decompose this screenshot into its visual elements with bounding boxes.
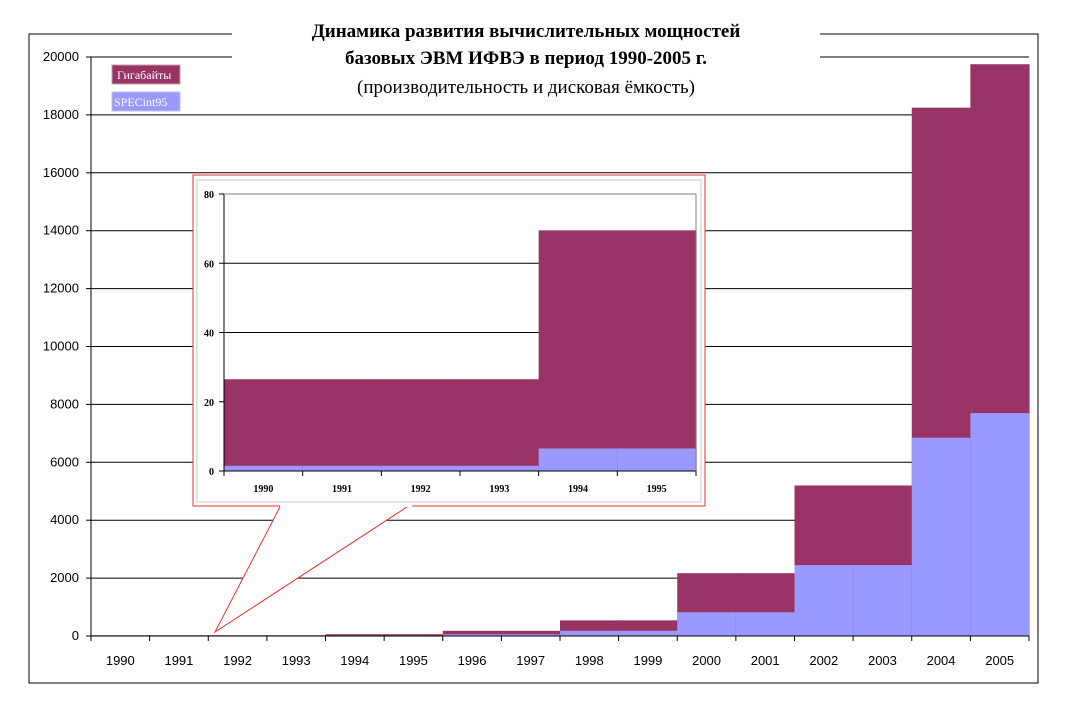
main-segment-1997-gigabytes [501,630,561,636]
main-x-tick-label-1995: 1995 [399,653,428,668]
x-axis-tick-labels: 1990 1991 1992 1993 1994 1995 1996 1997 1998 1999… [106,653,1014,668]
legend-swatch-gigabytes [111,64,181,85]
main-y-tick-label-16000: 16000 [43,165,79,180]
main-y-tick-label-0: 0 [72,628,79,643]
main-segment-1995-gigabytes [384,634,444,636]
inset-segment-1993-gigabytes [460,379,540,471]
inset-plot-area [224,230,697,471]
inset-segment-1992-gigabytes [381,379,461,471]
inset-x-tick-label-1990: 1990 [253,484,273,495]
legend: Гигабайты SPECint95 [111,64,181,112]
main-x-tick-label-1990: 1990 [106,653,135,668]
main-y-tick-label-20000: 20000 [43,49,79,64]
main-segment-1996-gigabytes [442,630,502,636]
main-segment-1998-specint95 [560,630,620,636]
inset-segment-1992-specint95 [381,465,461,471]
inset-segment-1990-gigabytes [224,379,304,471]
main-segment-1994-gigabytes [325,634,385,636]
main-segment-2004-specint95 [911,437,971,636]
main-y-tick-label-14000: 14000 [43,223,79,238]
chart-title-line-2: базовых ЭВМ ИФВЭ в период 1990-2005 г. [345,48,707,69]
inset-x-tick-label-1991: 1991 [332,484,352,495]
inset-x-tick-label-1992: 1992 [411,484,431,495]
main-y-tick-label-10000: 10000 [43,339,79,354]
main-axes [86,56,1030,641]
inset-segment-1991-gigabytes [302,379,382,471]
main-x-tick-label-1997: 1997 [516,653,545,668]
inset-x-tick-label-1995: 1995 [647,484,667,495]
main-x-tick-label-2001: 2001 [751,653,780,668]
main-x-tick-label-1994: 1994 [340,653,369,668]
inset-y-tick-label-20: 20 [204,398,214,409]
main-segment-2002-specint95 [794,565,854,636]
legend-swatch-specint [111,91,181,112]
main-y-tick-label-18000: 18000 [43,107,79,122]
main-segment-2000-specint95 [677,612,737,636]
main-segment-2005-specint95 [970,413,1030,636]
main-y-tick-label-12000: 12000 [43,281,79,296]
inset-segment-1995-gigabytes [617,230,697,471]
legend-label-specint: SPECint95 [114,95,167,109]
callout-pointer [213,504,411,634]
chart-subtitle: (производительность и дисковая ёмкость) [357,77,695,98]
inset-segment-1994-gigabytes [538,230,618,471]
main-x-tick-label-1998: 1998 [575,653,604,668]
y-axis-tick-labels: 0 2000 4000 6000 8000 10000 12000 14000 16000 180… [43,49,79,643]
inset-y-tick-label-0: 0 [209,467,214,478]
inset-y-tick-label-60: 60 [204,259,214,270]
inset-segment-1993-specint95 [460,465,540,471]
main-segment-1999-specint95 [618,630,678,636]
inset-x-tick-label-1993: 1993 [489,484,509,495]
main-x-tick-label-2003: 2003 [868,653,897,668]
inset-segment-1991-specint95 [302,465,382,471]
main-y-tick-label-6000: 6000 [50,454,79,469]
main-segment-2001-specint95 [735,612,796,636]
main-x-tick-label-1996: 1996 [458,653,487,668]
main-x-tick-label-1993: 1993 [282,653,311,668]
inset-segment-1990-specint95 [224,465,304,471]
main-x-tick-label-2000: 2000 [692,653,721,668]
main-y-tick-label-8000: 8000 [50,396,79,411]
legend-label-gigabytes: Гигабайты [117,68,171,82]
main-x-tick-label-2005: 2005 [985,653,1014,668]
main-plot-area [91,64,1030,637]
inset-y-tick-label-40: 40 [204,329,214,340]
inset-segment-1995-specint95 [617,448,697,471]
main-y-tick-label-2000: 2000 [50,570,79,585]
inset-x-tick-labels: 1990 1991 1992 1993 1994 1995 [253,484,666,495]
main-x-tick-label-2002: 2002 [809,653,838,668]
main-segment-1997-specint95 [501,634,561,636]
main-x-tick-label-1999: 1999 [633,653,662,668]
main-y-tick-label-4000: 4000 [50,512,79,527]
title-background [232,14,820,106]
chart-title-line-1: Динамика развития вычислительных мощност… [312,21,741,42]
inset-segment-1994-specint95 [538,448,618,471]
inset-axes [219,193,697,476]
main-x-tick-label-1991: 1991 [164,653,193,668]
main-x-tick-label-2004: 2004 [927,653,956,668]
main-segment-2003-specint95 [853,565,913,636]
main-x-tick-label-1992: 1992 [223,653,252,668]
inset-y-tick-label-80: 80 [204,190,214,201]
main-segment-1996-specint95 [442,634,502,636]
inset-y-tick-labels: 0 20 40 60 80 [204,190,214,478]
inset-x-tick-label-1994: 1994 [568,484,588,495]
